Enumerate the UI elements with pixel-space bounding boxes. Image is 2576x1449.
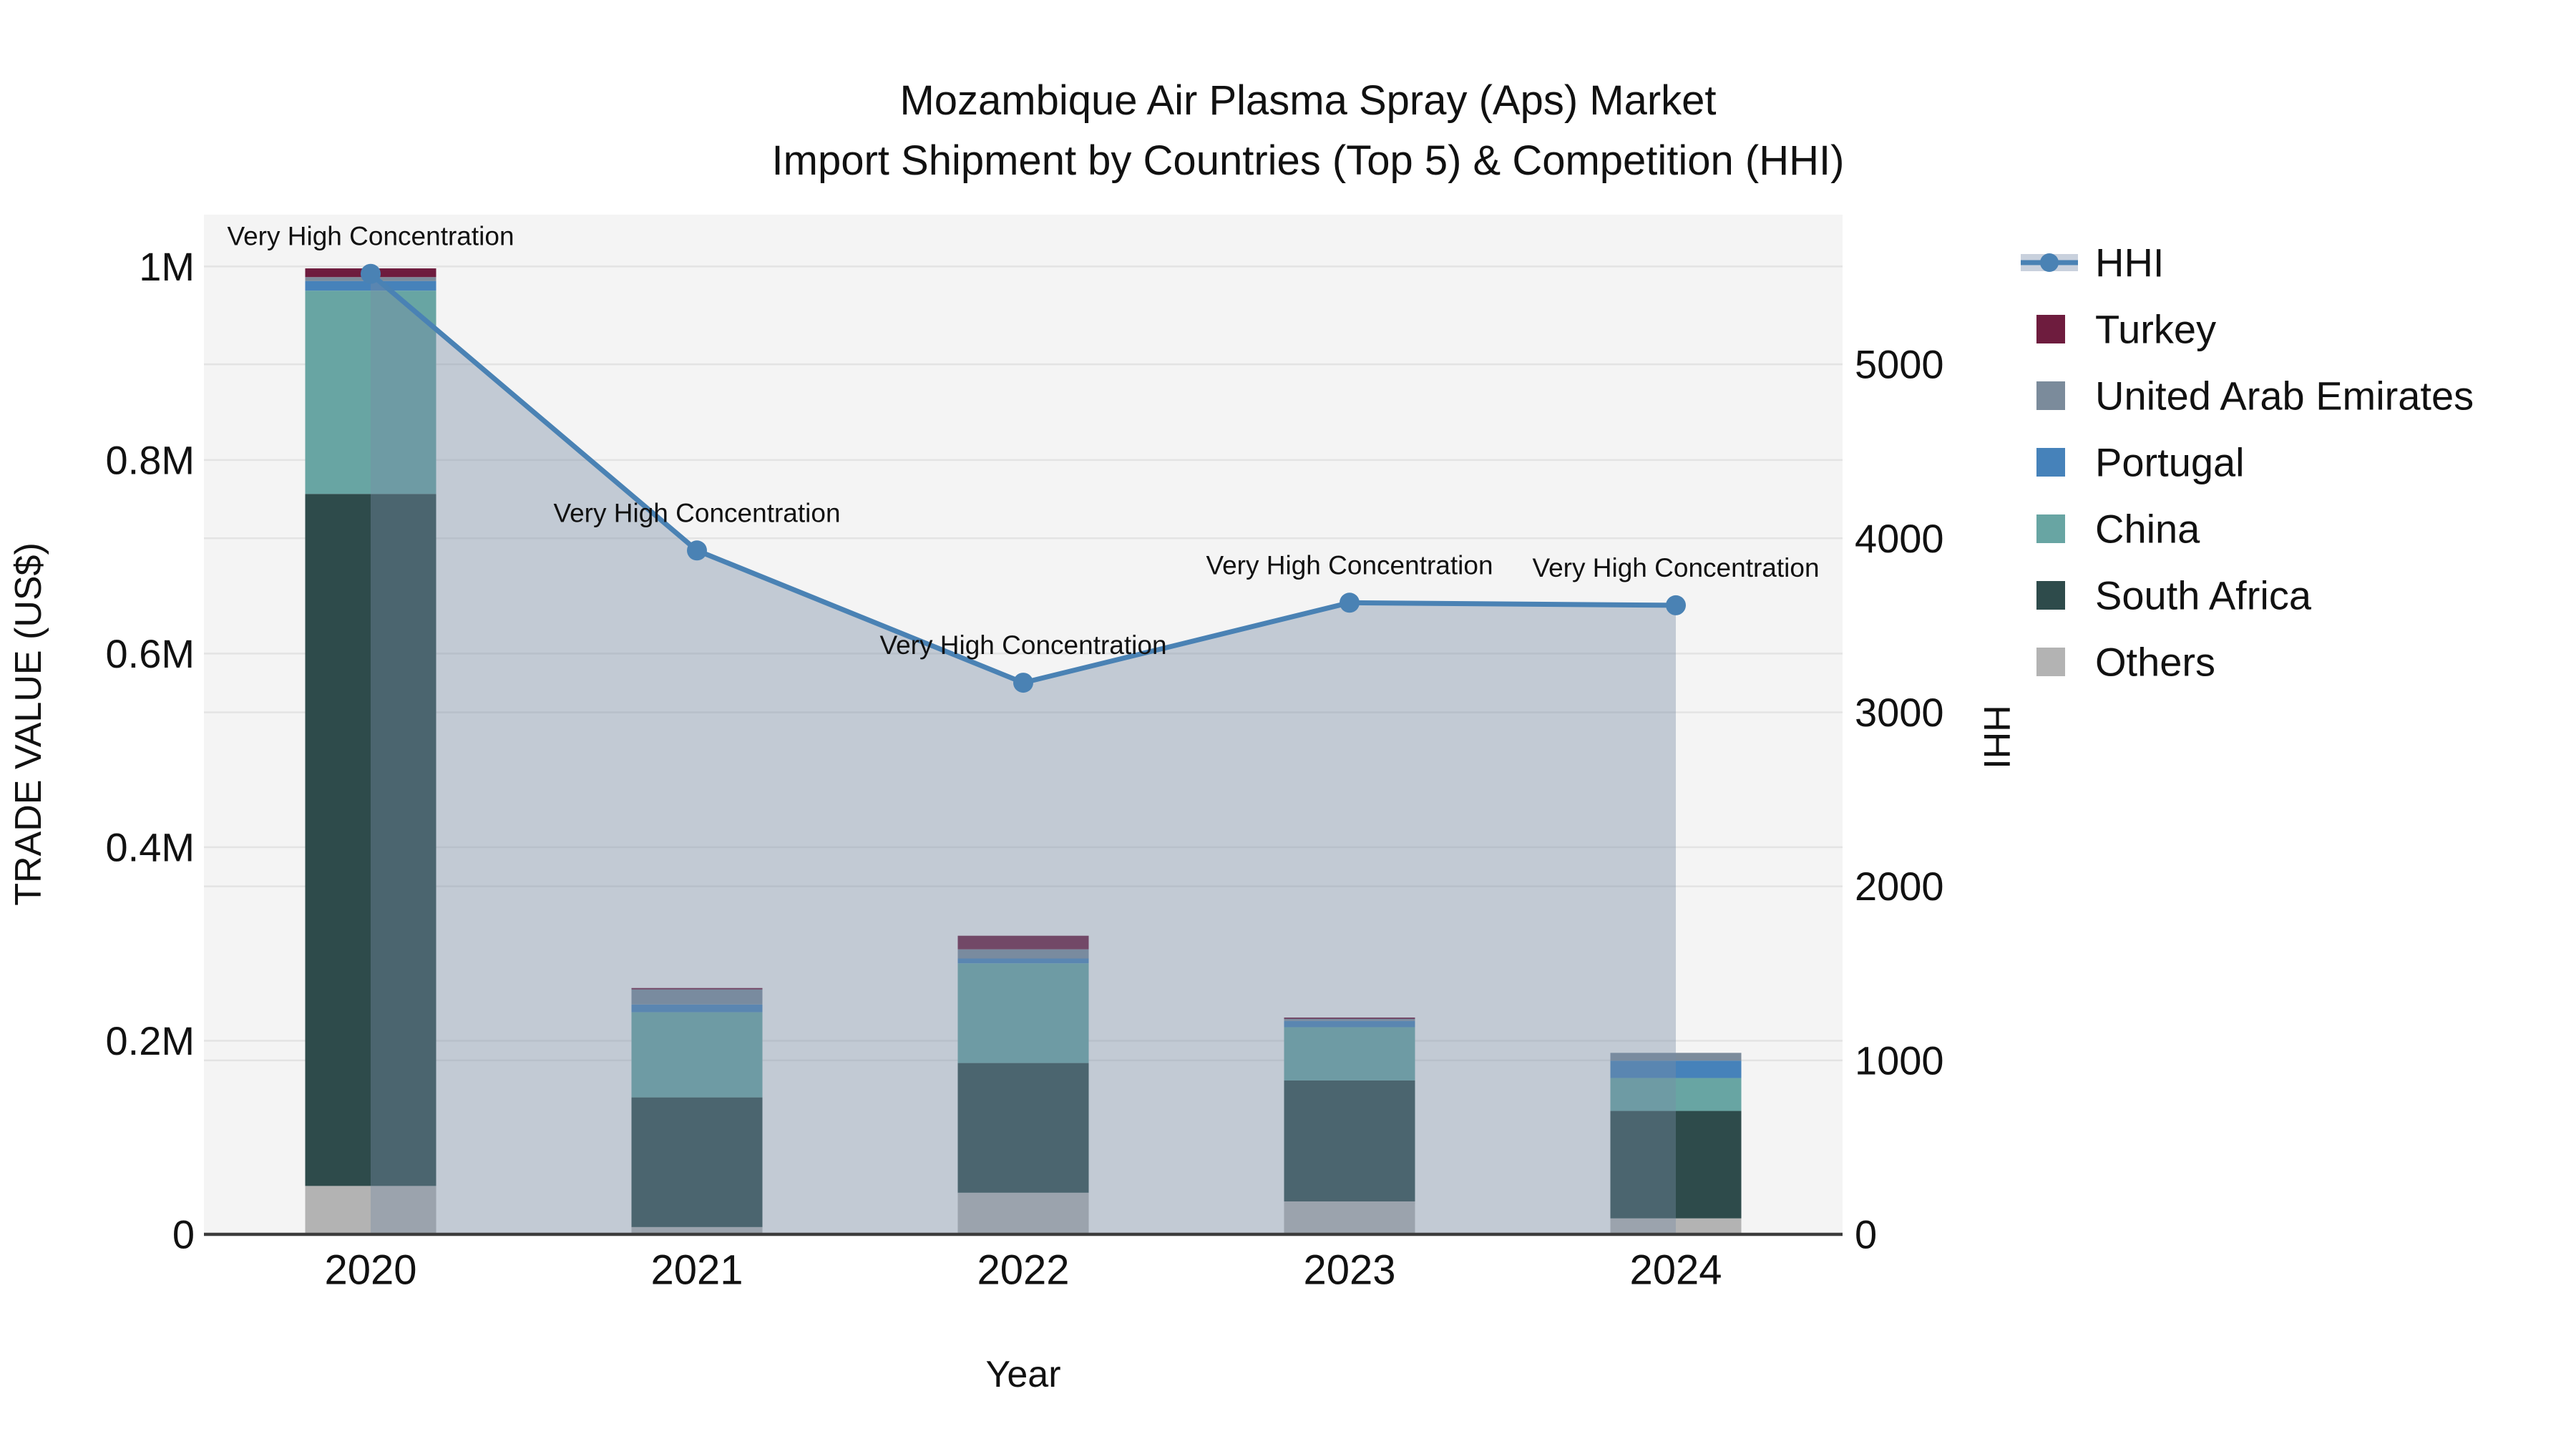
annotation-2021: Very High Concentration bbox=[553, 498, 840, 527]
legend-item-turkey: Turkey bbox=[2036, 307, 2216, 352]
hhi-marker-2021 bbox=[687, 540, 707, 561]
legend-item-portugal: Portugal bbox=[2036, 440, 2245, 485]
bar-segment-portugal-2021 bbox=[631, 1004, 763, 1013]
bar-segment-others-2023 bbox=[1284, 1201, 1415, 1234]
bar-segment-others-2020 bbox=[305, 1186, 436, 1234]
x-tick-2020: 2020 bbox=[324, 1247, 416, 1294]
x-tick-2022: 2022 bbox=[977, 1247, 1069, 1294]
right-tick-2000: 2000 bbox=[1855, 864, 1944, 909]
left-tick-0.2M: 0.2M bbox=[106, 1018, 195, 1063]
left-tick-0.6M: 0.6M bbox=[106, 631, 195, 676]
x-tick-2023: 2023 bbox=[1303, 1247, 1395, 1294]
bar-segment-china-2023 bbox=[1284, 1027, 1415, 1080]
bar-segment-south-africa-2023 bbox=[1284, 1080, 1415, 1202]
bar-segment-portugal-2023 bbox=[1284, 1020, 1415, 1028]
bar-segment-china-2022 bbox=[957, 963, 1089, 1063]
legend-swatch-portugal bbox=[2036, 448, 2065, 477]
legend-item-united-arab-emirates: United Arab Emirates bbox=[2036, 374, 2474, 419]
legend-label: Portugal bbox=[2095, 440, 2245, 485]
bar-segment-china-2021 bbox=[631, 1012, 763, 1098]
left-tick-0: 0 bbox=[172, 1212, 195, 1257]
legend-item-others: Others bbox=[2036, 640, 2215, 685]
legend-item-china: China bbox=[2036, 507, 2200, 552]
hhi-marker-2020 bbox=[361, 263, 381, 284]
bar-segment-turkey-2023 bbox=[1284, 1018, 1415, 1020]
legend-label: HHI bbox=[2095, 240, 2164, 286]
bar-segment-others-2024 bbox=[1610, 1218, 1742, 1234]
annotation-2022: Very High Concentration bbox=[879, 630, 1166, 660]
bar-segment-south-africa-2024 bbox=[1610, 1111, 1742, 1219]
bar-segment-portugal-2022 bbox=[957, 958, 1089, 964]
legend-item-hhi: HHI bbox=[2021, 240, 2164, 286]
hhi-area bbox=[371, 273, 1676, 1235]
bar-segment-portugal-2020 bbox=[305, 280, 436, 291]
hhi-marker-2023 bbox=[1340, 592, 1360, 613]
left-tick-0.8M: 0.8M bbox=[106, 437, 195, 482]
bar-segment-united-arab-emirates-2023 bbox=[1284, 1019, 1415, 1021]
legend-label: South Africa bbox=[2095, 573, 2312, 618]
right-tick-0: 0 bbox=[1855, 1212, 1877, 1257]
legend-label: China bbox=[2095, 507, 2200, 552]
bar-segment-portugal-2024 bbox=[1610, 1060, 1742, 1078]
legend-label: Turkey bbox=[2095, 307, 2216, 352]
legend-swatch-others bbox=[2036, 648, 2065, 676]
bar-segment-south-africa-2021 bbox=[631, 1097, 763, 1227]
x-axis-title: Year bbox=[985, 1354, 1061, 1395]
bar-segment-others-2022 bbox=[957, 1192, 1089, 1234]
right-tick-3000: 3000 bbox=[1855, 690, 1944, 735]
right-tick-5000: 5000 bbox=[1855, 342, 1944, 387]
bar-segment-china-2024 bbox=[1610, 1078, 1742, 1111]
legend-label: United Arab Emirates bbox=[2095, 374, 2474, 419]
bar-segment-united-arab-emirates-2021 bbox=[631, 989, 763, 1005]
left-tick-0.4M: 0.4M bbox=[106, 824, 195, 869]
bar-segment-turkey-2022 bbox=[957, 935, 1089, 950]
legend-label: Others bbox=[2095, 640, 2215, 685]
x-tick-2021: 2021 bbox=[650, 1247, 743, 1294]
hhi-marker-2022 bbox=[1013, 673, 1033, 693]
bar-segment-south-africa-2020 bbox=[305, 494, 436, 1186]
bar-segment-others-2021 bbox=[631, 1226, 763, 1234]
annotation-2020: Very High Concentration bbox=[227, 222, 514, 251]
right-tick-4000: 4000 bbox=[1855, 516, 1944, 561]
legend-swatch-united-arab-emirates bbox=[2036, 381, 2065, 410]
left-tick-1M: 1M bbox=[139, 244, 195, 289]
legend-swatch-china bbox=[2036, 514, 2065, 543]
x-tick-2024: 2024 bbox=[1629, 1247, 1722, 1294]
chart-title: Mozambique Air Plasma Spray (Aps) Market… bbox=[449, 71, 2167, 191]
legend-hhi-marker bbox=[2040, 253, 2059, 272]
bar-segment-china-2020 bbox=[305, 291, 436, 494]
right-tick-1000: 1000 bbox=[1855, 1038, 1944, 1083]
annotation-2023: Very High Concentration bbox=[1206, 550, 1493, 580]
bar-segment-south-africa-2022 bbox=[957, 1063, 1089, 1193]
chart-title-line-1: Mozambique Air Plasma Spray (Aps) Market bbox=[899, 77, 1717, 124]
chart-title-line-2: Import Shipment by Countries (Top 5) & C… bbox=[771, 137, 1845, 184]
bar-segment-turkey-2021 bbox=[631, 987, 763, 990]
hhi-marker-2024 bbox=[1666, 595, 1686, 615]
legend-swatch-turkey bbox=[2036, 315, 2065, 343]
annotation-2024: Very High Concentration bbox=[1532, 553, 1819, 582]
legend-swatch-south-africa bbox=[2036, 581, 2065, 610]
bar-segment-united-arab-emirates-2024 bbox=[1610, 1053, 1742, 1061]
legend-item-south-africa: South Africa bbox=[2036, 573, 2312, 618]
bar-segment-united-arab-emirates-2022 bbox=[957, 949, 1089, 959]
